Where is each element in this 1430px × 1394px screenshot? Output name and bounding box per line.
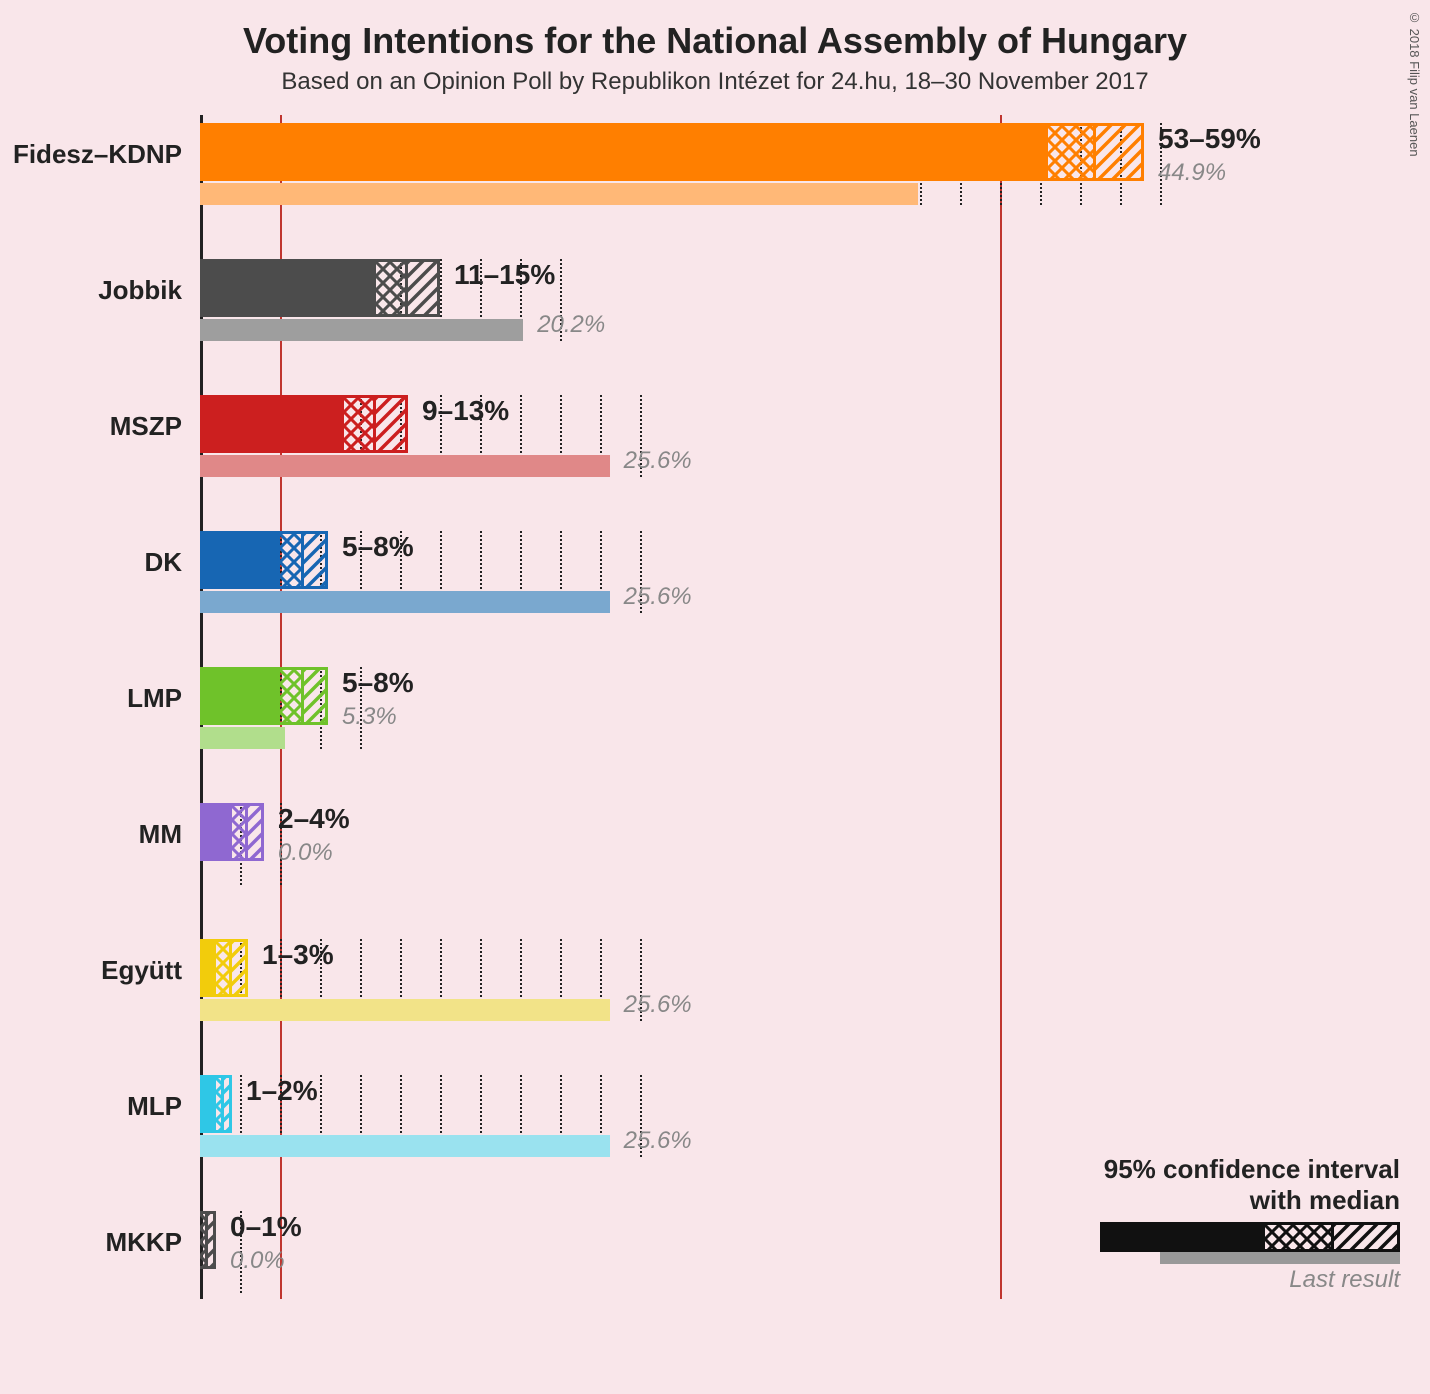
last-result-label: 0.0% xyxy=(278,839,333,867)
range-label: 5–8% xyxy=(342,531,414,563)
last-result-label: 25.6% xyxy=(624,991,692,1019)
range-label: 11–15% xyxy=(454,259,555,291)
last-result-label: 25.6% xyxy=(624,1127,692,1155)
legend-last-label: Last result xyxy=(1100,1266,1400,1294)
party-label: Fidesz–KDNP xyxy=(13,139,200,170)
ci-bar-crosshatch xyxy=(200,1211,208,1269)
party-row: Együtt1–3%25.6% xyxy=(200,931,1400,1067)
ci-bar-solid xyxy=(200,667,280,725)
legend-diaghatch xyxy=(1334,1222,1400,1252)
chart-title: Voting Intentions for the National Assem… xyxy=(0,0,1430,62)
range-label: 1–2% xyxy=(246,1075,318,1107)
ci-bar-diaghatch xyxy=(304,667,328,725)
last-result-bar xyxy=(200,183,918,205)
range-label: 53–59% xyxy=(1158,123,1261,155)
last-result-bar xyxy=(200,319,523,341)
ci-bar-crosshatch xyxy=(280,531,304,589)
ci-bar-solid xyxy=(200,803,232,861)
range-label: 5–8% xyxy=(342,667,414,699)
last-result-label: 20.2% xyxy=(537,311,605,339)
last-result-bar xyxy=(200,455,610,477)
party-row: DK5–8%25.6% xyxy=(200,523,1400,659)
last-result-label: 0.0% xyxy=(230,1247,285,1275)
legend: 95% confidence interval with median Last… xyxy=(1100,1154,1400,1294)
copyright-text: © 2018 Filip van Laenen xyxy=(1407,10,1422,157)
legend-title-line2: with median xyxy=(1250,1185,1400,1215)
ci-bar-diaghatch xyxy=(376,395,408,453)
party-label: LMP xyxy=(127,683,200,714)
ci-bar-solid xyxy=(200,395,344,453)
last-result-label: 5.3% xyxy=(342,703,397,731)
ci-bar-solid xyxy=(200,259,376,317)
legend-title: 95% confidence interval with median xyxy=(1100,1154,1400,1216)
ci-bar-diaghatch xyxy=(224,1075,232,1133)
ci-bar-solid xyxy=(200,939,216,997)
party-label: DK xyxy=(144,547,200,578)
legend-last-bar xyxy=(1160,1252,1400,1264)
last-result-bar xyxy=(200,727,285,749)
ci-bar-solid xyxy=(200,531,280,589)
ci-bar-solid xyxy=(200,1075,216,1133)
party-row: Jobbik11–15%20.2% xyxy=(200,251,1400,387)
last-result-label: 25.6% xyxy=(624,447,692,475)
range-label: 9–13% xyxy=(422,395,509,427)
ci-bar-crosshatch xyxy=(376,259,408,317)
last-result-bar xyxy=(200,999,610,1021)
ci-bar-diaghatch xyxy=(304,531,328,589)
ci-bar-crosshatch xyxy=(280,667,304,725)
ci-bar-diaghatch xyxy=(248,803,264,861)
last-result-label: 25.6% xyxy=(624,583,692,611)
legend-swatch xyxy=(1100,1222,1400,1262)
ci-bar-diaghatch xyxy=(1096,123,1144,181)
party-label: MKKP xyxy=(105,1227,200,1258)
party-label: Jobbik xyxy=(98,275,200,306)
legend-crosshatch xyxy=(1265,1222,1334,1252)
party-row: Fidesz–KDNP53–59%44.9% xyxy=(200,115,1400,251)
ci-bar-diaghatch xyxy=(408,259,440,317)
ci-bar-solid xyxy=(200,123,1048,181)
last-result-label: 44.9% xyxy=(1158,159,1226,187)
party-label: MSZP xyxy=(110,411,200,442)
ci-bar-crosshatch xyxy=(216,939,232,997)
ci-bar-diaghatch xyxy=(208,1211,216,1269)
party-row: MM2–4%0.0% xyxy=(200,795,1400,931)
last-result-bar xyxy=(200,591,610,613)
party-label: Együtt xyxy=(101,955,200,986)
ci-bar-crosshatch xyxy=(344,395,376,453)
range-label: 1–3% xyxy=(262,939,334,971)
chart-subtitle: Based on an Opinion Poll by Republikon I… xyxy=(0,68,1430,96)
party-label: MLP xyxy=(127,1091,200,1122)
ci-bar-crosshatch xyxy=(232,803,248,861)
ci-bar-diaghatch xyxy=(232,939,248,997)
ci-bar-crosshatch xyxy=(216,1075,224,1133)
legend-solid xyxy=(1100,1222,1265,1252)
party-row: LMP5–8%5.3% xyxy=(200,659,1400,795)
party-label: MM xyxy=(139,819,200,850)
range-label: 2–4% xyxy=(278,803,350,835)
party-row: MSZP9–13%25.6% xyxy=(200,387,1400,523)
ci-bar-crosshatch xyxy=(1048,123,1096,181)
range-label: 0–1% xyxy=(230,1211,302,1243)
last-result-bar xyxy=(200,1135,610,1157)
legend-title-line1: 95% confidence interval xyxy=(1104,1154,1400,1184)
